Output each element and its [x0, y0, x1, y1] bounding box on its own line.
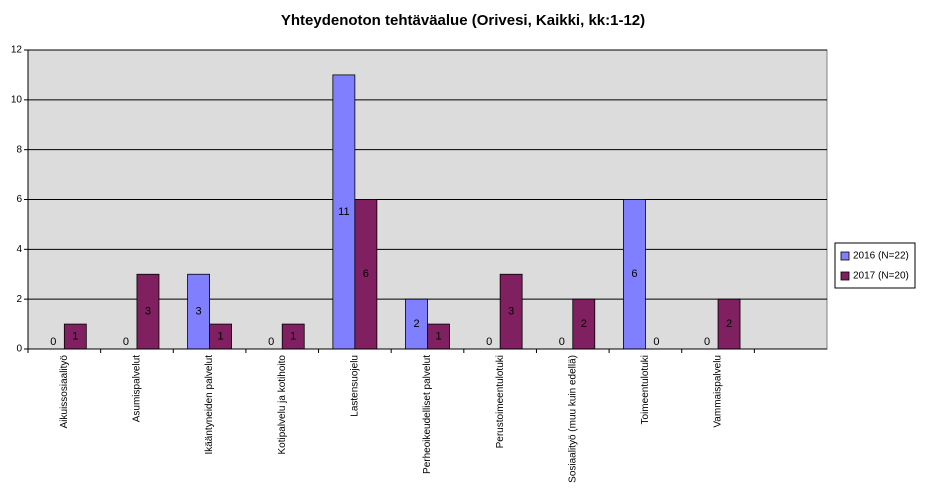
x-tick-label: Kotipalvelu ja kotihoito	[277, 355, 288, 455]
x-tick-label: Perustoimeentulotuki	[495, 355, 506, 448]
y-tick-label: 8	[16, 144, 22, 155]
x-tick-label: Lastensuojelu	[350, 355, 361, 417]
x-tick-label: Perheoikeudelliset palvelut	[422, 355, 433, 474]
data-label: 0	[268, 336, 274, 348]
data-label: 0	[123, 336, 129, 348]
data-label: 2	[581, 318, 587, 330]
x-tick-label: Ikääntyneiden palvelut	[204, 355, 215, 455]
legend-label: 2017 (N=20)	[853, 271, 909, 282]
data-label: 3	[508, 306, 514, 318]
legend	[834, 242, 916, 289]
data-label: 0	[559, 336, 565, 348]
data-label: 0	[653, 336, 659, 348]
y-tick-label: 4	[16, 244, 22, 255]
data-label: 1	[218, 330, 224, 342]
y-tick-label: 0	[16, 344, 22, 355]
chart-title: Yhteydenoton tehtäväalue (Orivesi, Kaikk…	[281, 12, 645, 29]
data-label: 3	[145, 306, 151, 318]
x-tick-label: Aikuissosiaalityö	[59, 355, 70, 429]
data-label: 1	[435, 330, 441, 342]
y-tick-label: 10	[11, 94, 23, 105]
y-tick-label: 6	[16, 194, 22, 205]
x-tick-label: Vammaispalvelu	[713, 355, 724, 428]
data-label: 0	[50, 336, 56, 348]
data-label: 3	[196, 306, 202, 318]
y-tick-label: 12	[11, 45, 23, 56]
data-label: 6	[631, 268, 637, 280]
x-tick-label: Toimeentulotuki	[640, 355, 651, 424]
legend-swatch	[840, 251, 850, 261]
data-label: 2	[413, 318, 419, 330]
data-label: 1	[72, 330, 78, 342]
data-label: 1	[290, 330, 296, 342]
data-label: 2	[726, 318, 732, 330]
x-tick-label: Asumispalvelut	[132, 355, 143, 422]
data-label: 11	[338, 206, 349, 218]
data-label: 0	[486, 336, 492, 348]
legend-label: 2016 (N=22)	[853, 251, 909, 262]
data-label: 6	[363, 268, 369, 280]
data-label: 0	[704, 336, 710, 348]
y-tick-label: 2	[16, 294, 22, 305]
legend-swatch	[840, 271, 850, 281]
x-tick-label: Sosiaalityö (muu kuin edellä)	[567, 355, 578, 483]
